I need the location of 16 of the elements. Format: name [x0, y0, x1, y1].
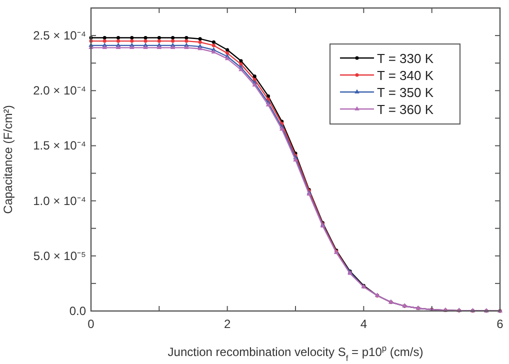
- y-tick-label: 5.0 × 10⁻⁵: [33, 248, 86, 263]
- x-axis-title: Junction recombination velocity S$_{f}$ = p10$^{p}$ (cm/s): [168, 343, 424, 363]
- x-tick-label: 0: [88, 317, 95, 331]
- legend-label: T = 330 K: [377, 51, 434, 66]
- legend-label: T = 350 K: [377, 85, 434, 100]
- y-tick-label: 1.0 × 10⁻⁴: [33, 194, 86, 208]
- y-axis-title: Capacitance (F/cm²): [1, 105, 15, 214]
- y-tick-label: 2.5 × 10⁻⁴: [33, 28, 86, 43]
- x-tick-label: 6: [496, 317, 504, 331]
- legend-label: T = 360 K: [377, 102, 434, 117]
- y-tick-label: 1.5 × 10⁻⁴: [33, 138, 86, 153]
- y-tick-label: 2.0 × 10⁻⁴: [33, 84, 86, 98]
- x-tick-label: 2: [224, 317, 231, 331]
- legend-label: T = 340 K: [377, 68, 434, 83]
- x-tick-label: 4: [360, 317, 368, 331]
- y-tick-label: 0.0: [69, 304, 86, 318]
